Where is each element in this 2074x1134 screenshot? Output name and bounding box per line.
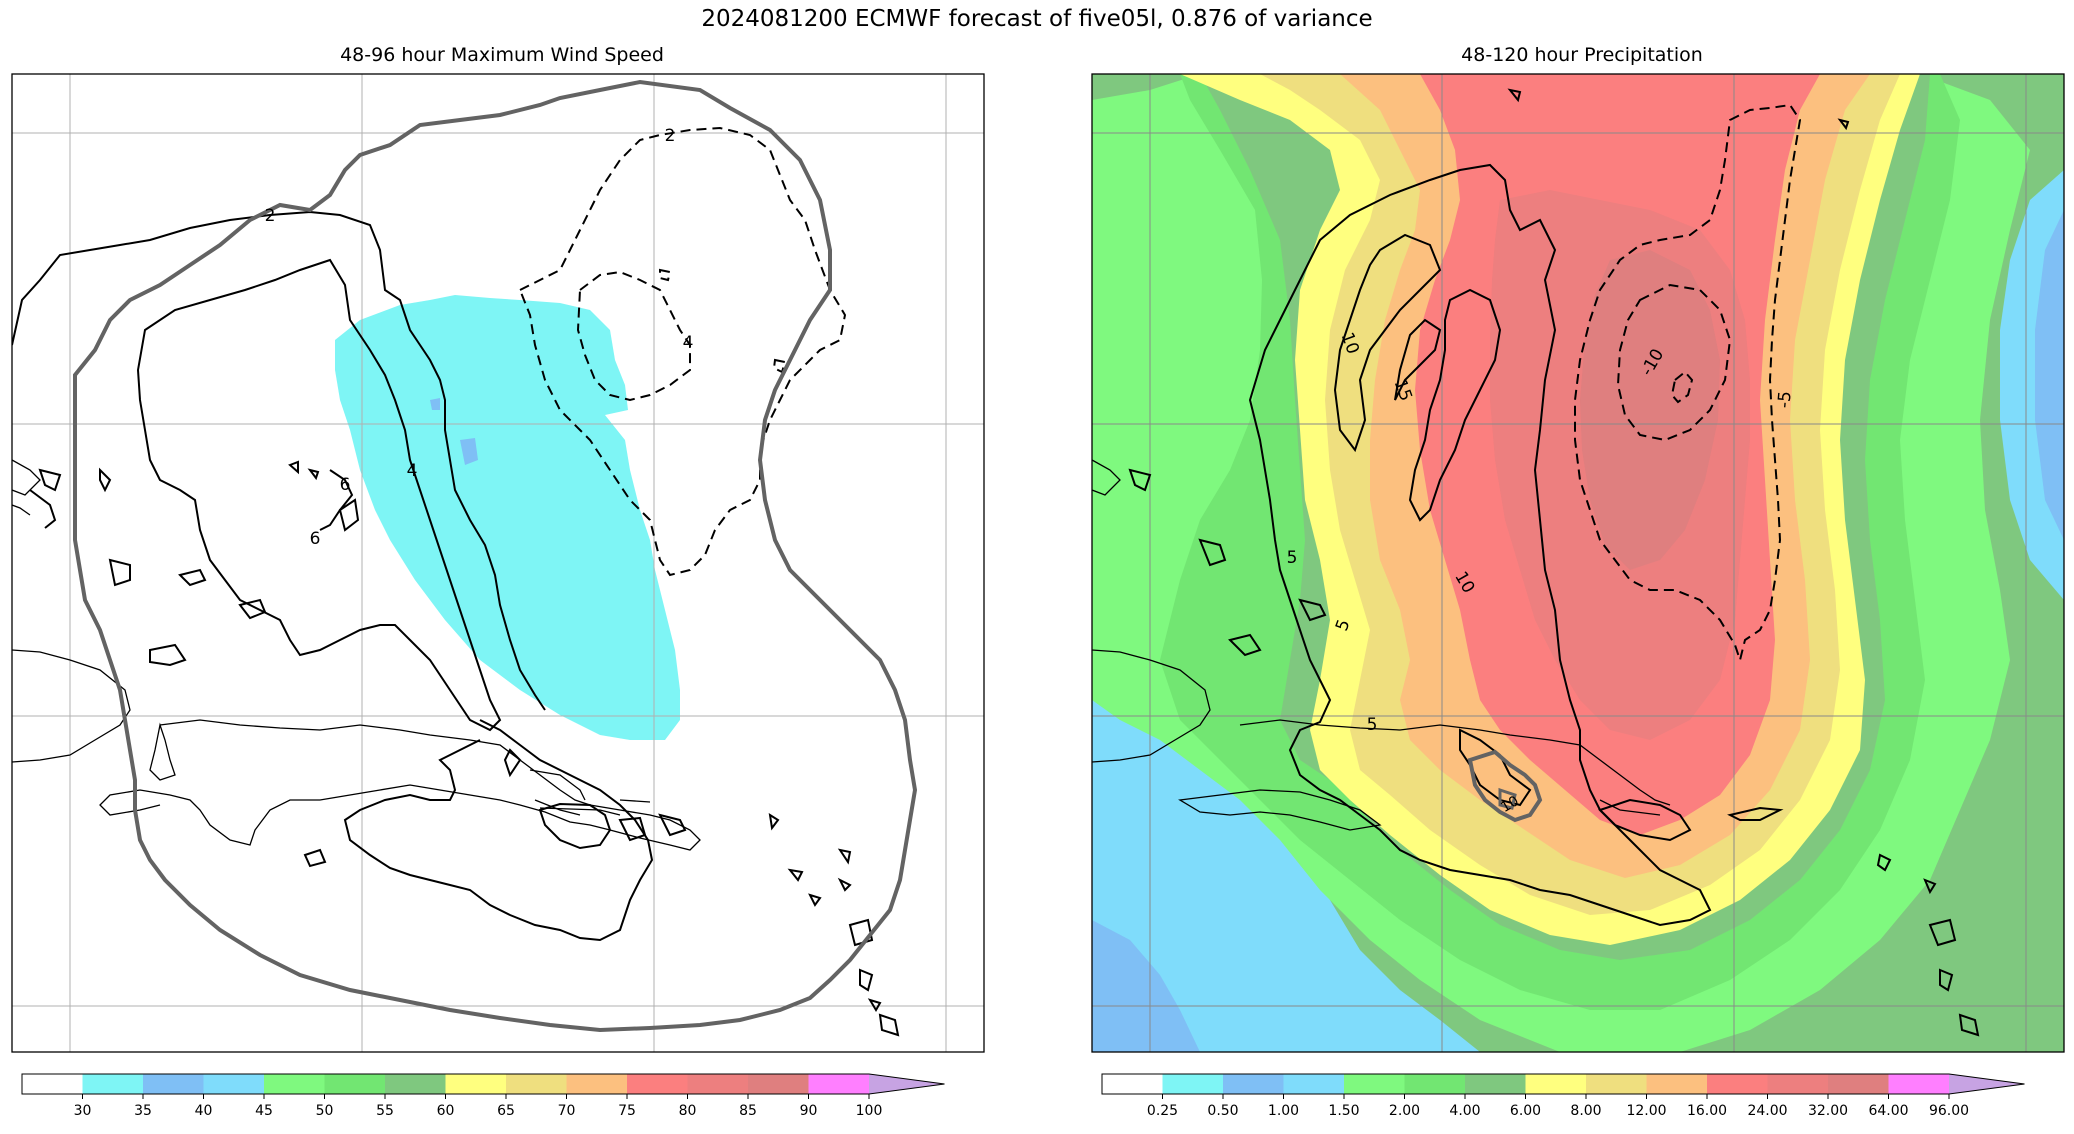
right-gridlines (1092, 74, 2064, 1052)
precip-band-1.00 (2035, 210, 2064, 540)
left-colorbar-segment (264, 1074, 325, 1094)
right-map-frame (1091, 73, 2065, 1053)
left-colorbar-tick-label: 45 (255, 1103, 273, 1119)
right-colorbar-tick-label: 32.00 (1808, 1103, 1848, 1119)
right-colorbar-segment (1646, 1074, 1707, 1094)
left-colorbar-outline (21, 1073, 945, 1095)
left-colorbar-tick-label: 65 (497, 1103, 515, 1119)
right-colorbar-tick-label: 2.00 (1389, 1103, 1420, 1119)
left-colorbar-tick-label: 100 (856, 1103, 883, 1119)
left-colorbar-segment (869, 1074, 945, 1094)
figure-title: 2024081200 ECMWF forecast of five05l, 0.… (701, 6, 1373, 32)
right-colorbar-segment (1707, 1074, 1768, 1094)
right-colorbar-segment (1767, 1074, 1828, 1094)
left-colorbar-tick-label: 40 (195, 1103, 213, 1119)
left-colorbar-segment (808, 1074, 869, 1094)
right-colorbar-tick-label: 8.00 (1570, 1103, 1601, 1119)
right-colorbar-outline (1101, 1073, 2025, 1095)
right-colorbar-segment (1223, 1074, 1284, 1094)
right-colorbar-tick-label: 96.00 (1929, 1103, 1969, 1119)
right-solid-contours (1128, 88, 1980, 1037)
left-colorbar-segment (143, 1074, 204, 1094)
left-colorbar-tick-label: 55 (376, 1103, 394, 1119)
right-colorbar-tick-label: 16.00 (1687, 1103, 1727, 1119)
left-colorbar-tick-label: 80 (679, 1103, 697, 1119)
left-colorbar-tick-label: 75 (618, 1103, 636, 1119)
left-colorbar-tick-label: 70 (558, 1103, 576, 1119)
right-colorbar-segment (1344, 1074, 1405, 1094)
contour-label: 2 (665, 126, 676, 146)
wind-speed-swath (335, 295, 680, 740)
left-panel-title: 48-96 hour Maximum Wind Speed (340, 44, 664, 66)
wind-speed-patch (460, 438, 478, 465)
right-colorbar-segment (1162, 1074, 1223, 1094)
tracking-boundary-right (1498, 787, 1517, 810)
tracking-boundary (73, 79, 918, 1033)
right-coastlines (1092, 459, 1671, 831)
right-colorbar-tick-label: 24.00 (1747, 1103, 1787, 1119)
left-colorbar-tick-label: 50 (316, 1103, 334, 1119)
tracking-boundary-right (1467, 749, 1543, 823)
left-solid-contours (12, 210, 900, 1037)
left-coastlines (12, 459, 701, 851)
left-colorbar-tick-label: 90 (800, 1103, 818, 1119)
right-colorbar-segment (1404, 1074, 1465, 1094)
right-colorbar-tick-label: 4.00 (1449, 1103, 1480, 1119)
contour-label: 5 (1367, 715, 1378, 735)
left-contour-labels: 2 2 4 4 6 6 (265, 126, 694, 549)
left-colorbar-tick-label: 85 (739, 1103, 757, 1119)
left-colorbar-segment (324, 1074, 385, 1094)
left-colorbar-segment (748, 1074, 809, 1094)
right-colorbar-segment (1586, 1074, 1647, 1094)
right-colorbar: 0.25 0.50 1.00 1.50 2.00 4.00 6.00 8.00 12.00 16.… (1101, 1073, 2025, 1119)
right-colorbar-tick-label: 1.00 (1268, 1103, 1299, 1119)
left-colorbar-segment (627, 1074, 688, 1094)
left-map-panel: 2 2 4 4 6 6 (11, 73, 985, 1053)
left-gridlines (12, 74, 984, 1052)
contour-label: 6 (310, 529, 321, 549)
left-colorbar-tick-label: 30 (74, 1103, 92, 1119)
left-colorbar-segment (385, 1074, 446, 1094)
right-colorbar-tick-label: 6.00 (1510, 1103, 1541, 1119)
precip-band-64.00 (1580, 250, 1720, 570)
right-colorbar-segment (1525, 1074, 1586, 1094)
right-map-panel: 10 15 10 -10 -5 5 5 5 10 (1091, 73, 2065, 1053)
left-colorbar: 30 35 40 45 50 55 60 65 70 75 80 85 90 100 (21, 1073, 945, 1119)
right-colorbar-tick-label: 1.50 (1328, 1103, 1359, 1119)
contour-label: 10 (1498, 793, 1521, 816)
left-colorbar-tick-label: 60 (437, 1103, 455, 1119)
right-colorbar-tick-label: 64.00 (1868, 1103, 1908, 1119)
left-colorbar-segment (445, 1074, 506, 1094)
right-panel-title: 48-120 hour Precipitation (1461, 44, 1703, 66)
right-dashed-contours (1574, 103, 1802, 664)
right-colorbar-segment (1888, 1074, 1949, 1094)
right-colorbar-segment (1283, 1074, 1344, 1094)
right-colorbar-tick-label: 12.00 (1626, 1103, 1666, 1119)
right-colorbar-segment (1102, 1074, 1163, 1094)
contour-label: 5 (1287, 548, 1298, 568)
left-map-frame (11, 73, 985, 1053)
precip-band-1.00 (1092, 920, 1200, 1052)
left-colorbar-segment (687, 1074, 748, 1094)
contour-label: -5 (1774, 390, 1795, 409)
contour-label: 4 (683, 333, 694, 353)
left-colorbar-segment (566, 1074, 627, 1094)
left-colorbar-segment (203, 1074, 264, 1094)
right-colorbar-segment (1465, 1074, 1526, 1094)
left-colorbar-segment (506, 1074, 567, 1094)
contour-label: 6 (340, 475, 351, 495)
right-colorbar-tick-label: 0.25 (1147, 1103, 1178, 1119)
right-colorbar-tick-label: 0.50 (1207, 1103, 1238, 1119)
left-colorbar-segment (22, 1074, 83, 1094)
right-colorbar-segment (1828, 1074, 1889, 1094)
contour-label: 4 (407, 461, 418, 481)
right-colorbar-segment (1949, 1074, 2025, 1094)
left-colorbar-segment (82, 1074, 143, 1094)
left-colorbar-tick-label: 35 (134, 1103, 152, 1119)
contour-label: 2 (265, 206, 276, 226)
wind-speed-patch (430, 398, 440, 410)
